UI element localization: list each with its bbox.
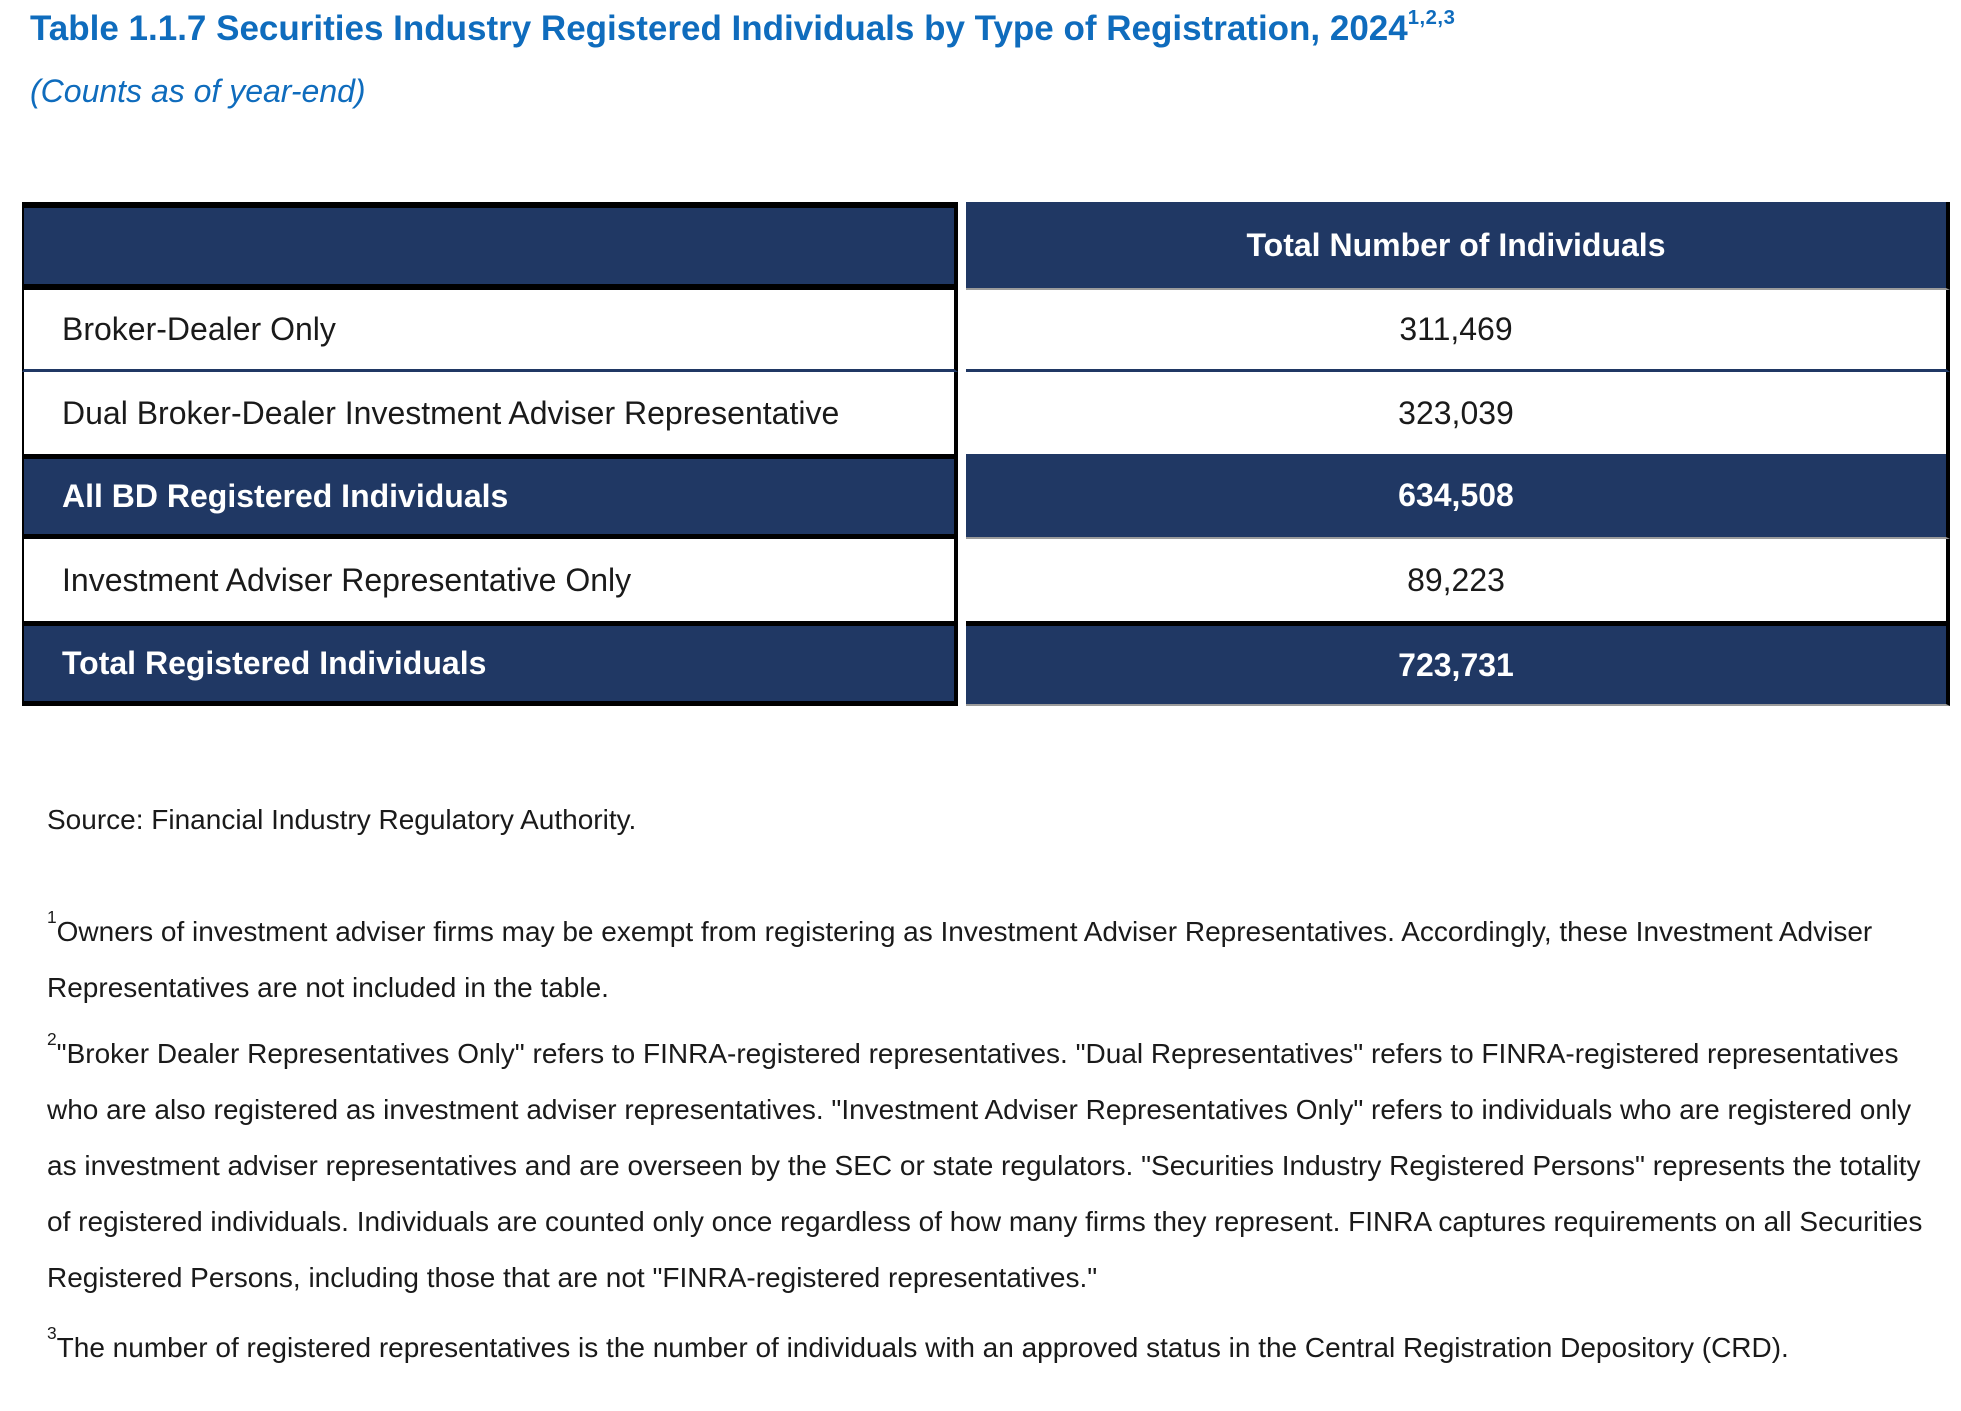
column-gap: [958, 539, 966, 622]
footnote-2-text: "Broker Dealer Representatives Only" ref…: [47, 1038, 1923, 1294]
table-row-label: Dual Broker-Dealer Investment Adviser Re…: [22, 372, 958, 455]
source-line: Source: Financial Industry Regulatory Au…: [47, 804, 637, 836]
column-gap: [958, 454, 966, 540]
registration-table: Total Number of Individuals Broker-Deale…: [22, 202, 1950, 707]
footnote-1: 1Owners of investment adviser firms may …: [47, 904, 1937, 1016]
table-row-value: 723,731: [966, 621, 1950, 707]
table-row-value: 634,508: [966, 454, 1950, 540]
table-row-label: All BD Registered Individuals: [22, 454, 958, 540]
footnote-3-text: The number of registered representatives…: [56, 1332, 1789, 1364]
table-row-value: 89,223: [966, 539, 1950, 622]
column-gap: [958, 372, 966, 455]
column-gap: [958, 621, 966, 707]
header-cell-empty: [22, 202, 958, 291]
table-title-footnote-markers: 1,2,3: [1407, 7, 1456, 30]
table-title-text: Table 1.1.7 Securities Industry Register…: [30, 9, 1408, 48]
table-row-label: Investment Adviser Representative Only: [22, 539, 958, 622]
table-row-label: Broker-Dealer Only: [22, 290, 958, 373]
table-row-label: Total Registered Individuals: [22, 621, 958, 707]
table-subtitle: (Counts as of year-end): [30, 73, 366, 109]
footnote-1-text: Owners of investment adviser firms may b…: [47, 916, 1873, 1004]
footnote-2-marker: 2: [47, 1029, 57, 1050]
table-row-value: 311,469: [966, 290, 1950, 373]
footnote-2: 2"Broker Dealer Representatives Only" re…: [47, 1026, 1937, 1306]
table-row-value: 323,039: [966, 372, 1950, 455]
column-gap: [958, 202, 966, 291]
column-gap: [958, 290, 966, 373]
footnote-1-marker: 1: [47, 907, 57, 928]
header-cell-total: Total Number of Individuals: [966, 202, 1950, 291]
footnote-3-marker: 3: [47, 1323, 57, 1344]
table-title: Table 1.1.7 Securities Industry Register…: [30, 7, 1931, 50]
notes-section: Source: Financial Industry Regulatory Au…: [47, 792, 1937, 1376]
footnote-3: 3The number of registered representative…: [47, 1320, 1937, 1376]
